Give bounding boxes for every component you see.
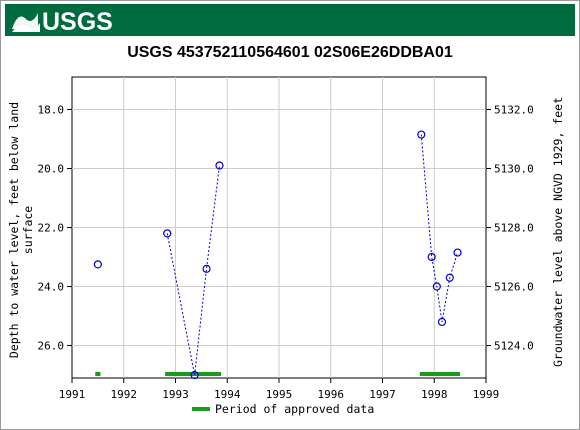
data-point: [453, 248, 462, 257]
chart-title: USGS 453752110564601 02S06E26DDBA01: [127, 44, 453, 61]
series-line: [420, 134, 458, 322]
y-axis-label-left-2: surface: [21, 206, 35, 255]
x-tick-label: 1992: [111, 388, 138, 401]
y-tick-label-left: 26.0: [38, 340, 65, 353]
x-axis-ticks: 1991 1992 1993 1994 1995 1996 1997 1998 1999: [59, 378, 500, 401]
y-tick-label-right: 5124.0: [494, 340, 534, 353]
y-tick-label-left: 20.0: [38, 162, 65, 175]
x-tick-label: 1993: [162, 388, 189, 401]
data-point: [163, 229, 172, 238]
data-point: [417, 130, 426, 139]
x-tick-label: 1998: [421, 388, 448, 401]
data-point: [202, 264, 211, 273]
x-tick-label: 1995: [266, 388, 293, 401]
data-point: [437, 317, 447, 327]
x-tick-label: 1996: [318, 388, 345, 401]
usgs-header-bar: USGS: [5, 4, 575, 36]
data-point: [432, 282, 441, 291]
data-point: [427, 252, 436, 262]
series-points: [93, 130, 462, 380]
series-line: [166, 165, 220, 376]
y-tick-label-right: 5132.0: [494, 103, 534, 116]
y-axis-ticks: 18.0 5132.0 20.0 5130.0 22.0 5128.0 24.0 5126.0…: [38, 103, 534, 352]
y-tick-label-right: 5130.0: [494, 162, 534, 175]
data-point: [93, 260, 102, 269]
x-tick-label: 1999: [473, 388, 500, 401]
y-tick-label-left: 22.0: [38, 222, 65, 235]
data-point: [445, 273, 454, 282]
y-axis-label-left-1: Depth to water level, feet below land: [7, 102, 21, 358]
usgs-logo: USGS: [12, 8, 113, 35]
x-tick-label: 1991: [59, 388, 86, 401]
y-tick-label-right: 5128.0: [494, 222, 534, 235]
y-tick-label-left: 18.0: [38, 103, 65, 116]
y-tick-label-right: 5126.0: [494, 281, 534, 294]
data-point: [215, 161, 224, 170]
x-tick-label: 1994: [214, 388, 241, 401]
grid: [72, 77, 486, 378]
data-point: [190, 370, 199, 380]
y-tick-label-left: 24.0: [38, 281, 65, 294]
usgs-logo-text: USGS: [42, 8, 113, 35]
legend-label: Period of approved data: [215, 402, 374, 416]
x-tick-label: 1997: [369, 388, 396, 401]
y-axis-label-right: Groundwater level above NGVD 1929, feet: [551, 97, 565, 367]
series-lines: [166, 134, 458, 376]
